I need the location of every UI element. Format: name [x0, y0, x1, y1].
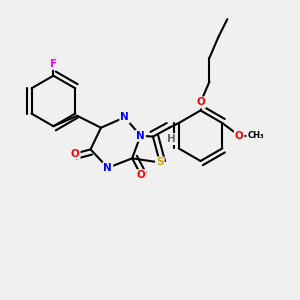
Text: N: N: [120, 112, 129, 122]
Text: O: O: [235, 131, 244, 141]
Text: H: H: [167, 134, 176, 144]
Text: F: F: [50, 59, 57, 69]
Text: CH₃: CH₃: [247, 131, 264, 140]
Text: S: S: [156, 158, 164, 167]
Text: O: O: [71, 148, 80, 159]
Text: O: O: [196, 98, 205, 107]
Text: N: N: [136, 131, 145, 141]
Text: N: N: [103, 163, 112, 173]
Text: O: O: [137, 170, 146, 180]
